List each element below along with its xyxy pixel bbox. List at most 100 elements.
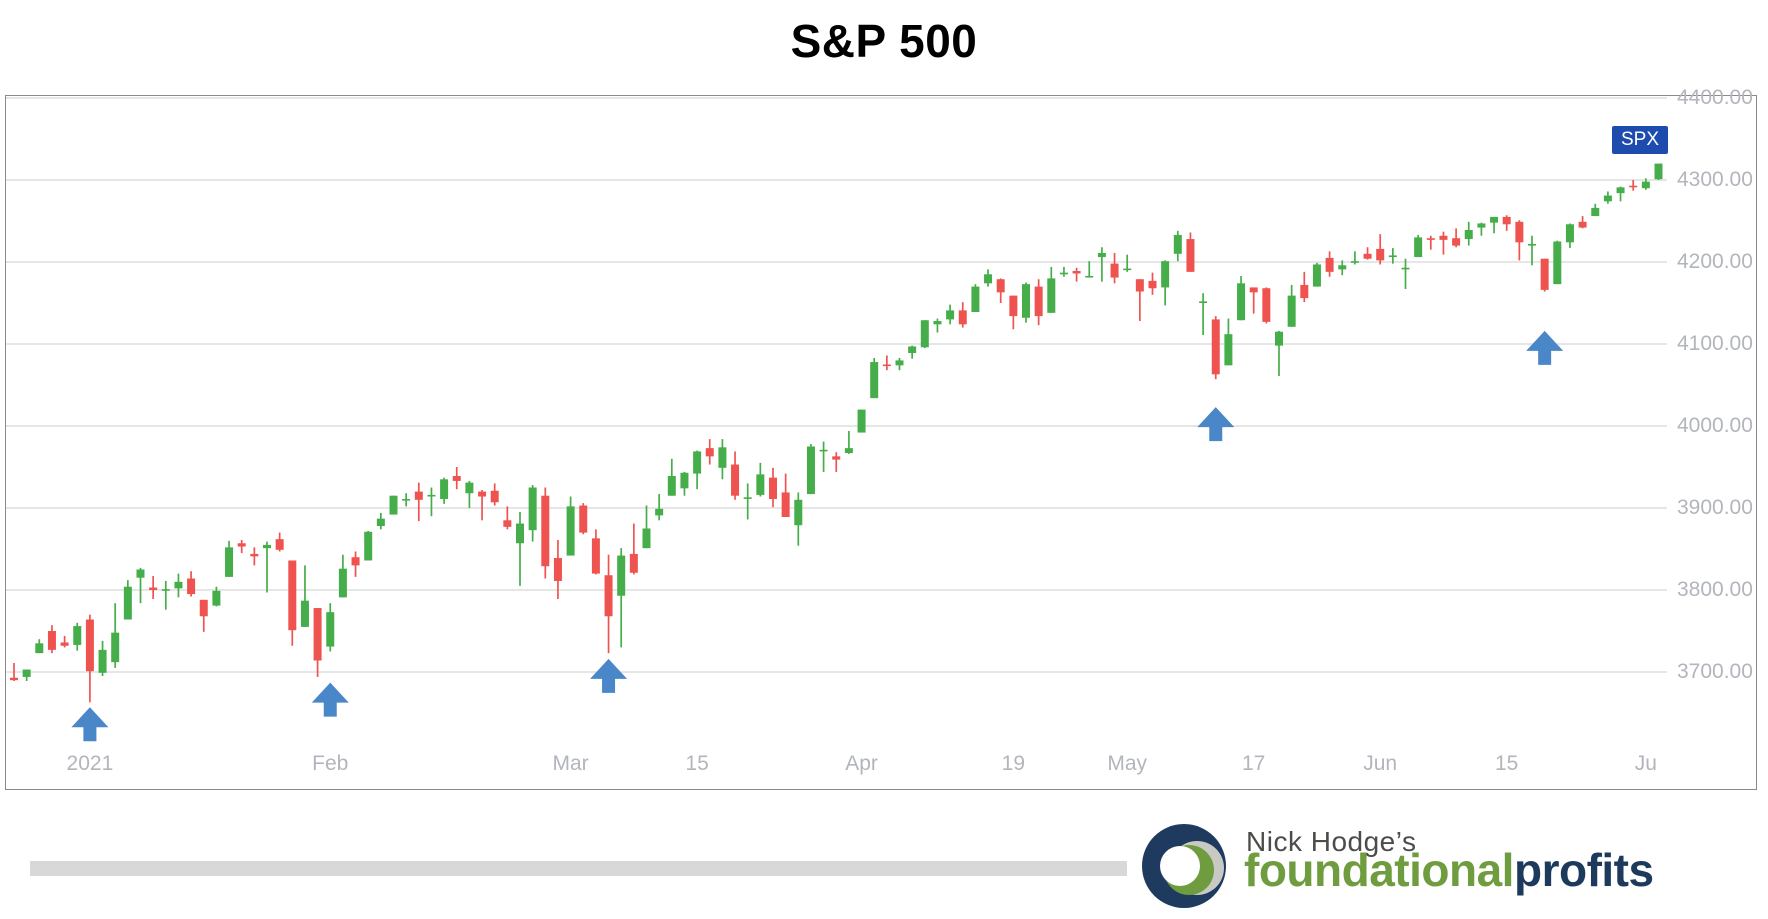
candle-body-down [47, 631, 56, 650]
symbol-badge-spx[interactable]: SPX [1612, 126, 1668, 154]
candle-body-up [806, 446, 815, 495]
brand-word-profits: profits [1513, 844, 1654, 896]
x-tick-label: 17 [1242, 752, 1266, 775]
candle-body-up [73, 626, 82, 645]
candle-body-up [1123, 268, 1132, 271]
up-arrow-annotation [590, 658, 628, 693]
candle-body-up [465, 482, 474, 494]
candle-body-down [85, 619, 94, 672]
x-tick-label: Ju [1634, 752, 1657, 775]
up-arrow-annotation [1197, 407, 1235, 442]
candle-body-up [212, 590, 221, 606]
candle-body-up [718, 447, 727, 468]
candle-body-down [1148, 280, 1157, 289]
candle-body-up [1173, 234, 1182, 254]
candle-body-down [832, 456, 841, 460]
candle-body-up [111, 632, 120, 663]
candle-body-up [1654, 163, 1663, 180]
candle-body-up [1047, 278, 1056, 313]
candle-body-down [769, 477, 777, 499]
candle-body-up [123, 586, 132, 620]
candle-body-up [667, 476, 676, 496]
candle-body-down [237, 543, 246, 547]
candle-body-up [1059, 272, 1068, 275]
candle-body-up [1553, 241, 1562, 285]
candle-body-down [1300, 284, 1309, 299]
candle-body-down [1211, 319, 1220, 375]
candle-body-down [781, 492, 790, 518]
candle-body-down [1110, 263, 1119, 278]
candle-body-down [579, 505, 588, 533]
candle-body-up [1224, 334, 1233, 366]
candle-body-up [427, 494, 436, 497]
candle-body-up [920, 320, 929, 348]
candle-body-down [1439, 235, 1448, 240]
candle-body-up [984, 274, 993, 284]
candle-body-up [1603, 195, 1612, 202]
candle-body-down [478, 491, 487, 497]
up-arrow-annotation [311, 682, 349, 717]
candle-body-down [1186, 239, 1195, 272]
candle-body-down [275, 539, 284, 550]
page-title: S&P 500 [790, 15, 978, 67]
candle-body-down [1262, 288, 1271, 322]
candle-body-up [161, 589, 170, 591]
candle-body-up [617, 555, 626, 596]
candle-body-down [1502, 216, 1511, 225]
up-arrow-annotation [1526, 330, 1564, 365]
candle-body-down [1072, 271, 1081, 274]
brand-owner-text: Nick Hodge’s [1246, 826, 1417, 857]
candle-body-up [1528, 243, 1536, 246]
candle-body-down [1426, 238, 1435, 240]
candle-body-up [22, 669, 31, 677]
candle-body-up [1237, 283, 1246, 321]
candle-body-down [1249, 287, 1258, 293]
candle-body-down [149, 587, 158, 590]
y-tick-label: 3800.00 [1677, 578, 1753, 601]
candle-body-down [1363, 253, 1372, 259]
candle-body-up [516, 523, 524, 544]
candle-body-up [794, 499, 803, 526]
candle-body-down [629, 553, 638, 573]
candle-body-up [440, 479, 449, 499]
candle-body-down [1515, 221, 1524, 243]
candle-body-down [705, 448, 714, 457]
y-tick-label: 4400.00 [1677, 86, 1753, 109]
candle-body-up [1414, 237, 1423, 258]
candle-body-up [971, 286, 980, 313]
candle-body-up [933, 321, 942, 325]
candle-body-down [503, 520, 512, 527]
candle-body-up [693, 451, 702, 474]
candlestick-chart [6, 97, 1667, 742]
candle-body-up [870, 362, 879, 399]
candle-body-up [1161, 261, 1170, 288]
candle-body-up [364, 531, 373, 561]
candle-body-down [288, 560, 297, 631]
x-tick-label: Jun [1363, 752, 1398, 775]
candle-body-up [326, 612, 335, 647]
candle-body-up [1097, 252, 1106, 258]
candle-body-down [882, 364, 891, 367]
candle-body-down [996, 279, 1005, 293]
candle-body-down [1325, 257, 1334, 272]
candle-body-down [351, 557, 360, 566]
candle-body-down [250, 553, 259, 557]
candle-body-up [819, 449, 828, 452]
candle-body-up [908, 346, 917, 354]
candle-body-down [553, 558, 562, 581]
candle-body-up [743, 497, 752, 499]
candle-body-up [566, 506, 575, 556]
candle-body-up [225, 547, 234, 577]
candle-body-up [1338, 265, 1347, 270]
candle-body-down [187, 578, 196, 595]
x-tick-label: 2021 [66, 752, 114, 775]
candle-body-up [1350, 261, 1359, 263]
x-tick-label: 15 [1495, 752, 1519, 775]
candle-body-up [174, 581, 183, 589]
candle-body-down [958, 310, 967, 325]
candle-body-up [263, 544, 271, 549]
x-tick-label: Feb [312, 752, 349, 775]
candle-body-up [844, 448, 853, 454]
candle-body-down [199, 599, 208, 617]
candle-body-up [1312, 264, 1321, 287]
